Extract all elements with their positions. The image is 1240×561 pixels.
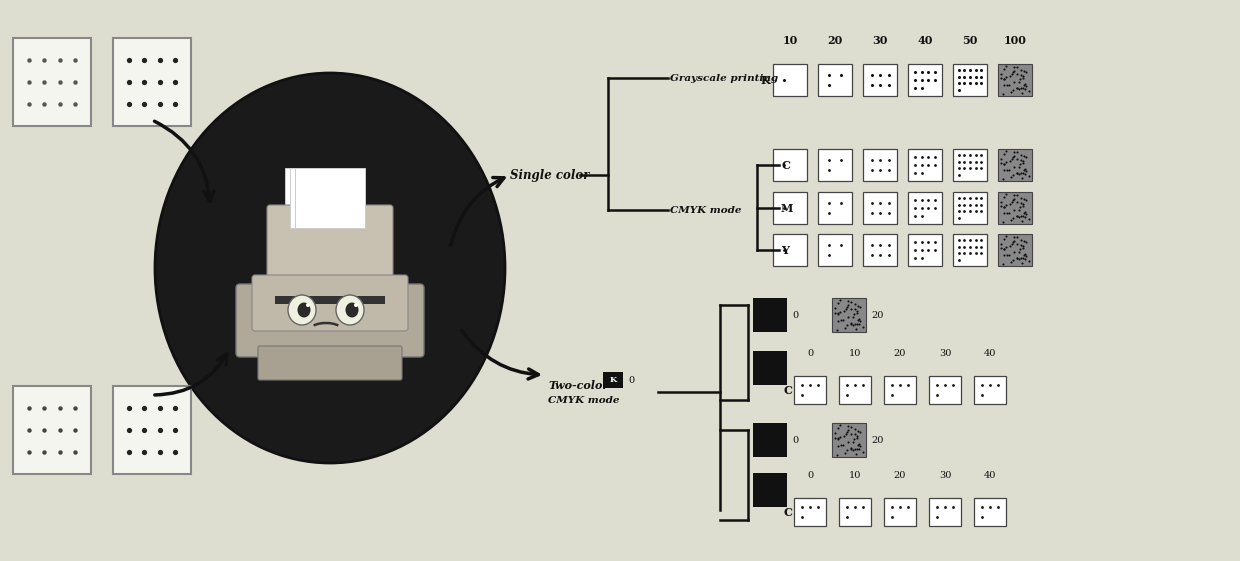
Bar <box>998 234 1032 266</box>
Bar <box>884 498 916 526</box>
FancyBboxPatch shape <box>258 346 402 380</box>
Text: Y: Y <box>781 245 789 255</box>
FancyBboxPatch shape <box>236 284 424 357</box>
Bar <box>12 38 91 126</box>
Text: 0: 0 <box>627 375 634 384</box>
Text: C: C <box>784 507 792 517</box>
Bar <box>818 192 852 224</box>
Ellipse shape <box>288 295 316 325</box>
Text: 0: 0 <box>807 348 813 357</box>
Text: 50: 50 <box>962 34 977 45</box>
Bar <box>839 498 870 526</box>
Bar <box>832 423 866 457</box>
Text: Single color: Single color <box>510 168 589 182</box>
Bar <box>818 64 852 96</box>
Bar <box>773 64 807 96</box>
Text: 40: 40 <box>918 34 932 45</box>
Text: CMYK mode: CMYK mode <box>670 205 742 214</box>
Bar <box>884 376 916 404</box>
Bar <box>794 498 826 526</box>
Bar <box>285 168 355 228</box>
Text: 10: 10 <box>782 34 797 45</box>
Text: 10: 10 <box>849 471 862 480</box>
Bar <box>753 351 787 385</box>
Text: 20: 20 <box>870 310 883 320</box>
Text: 20: 20 <box>827 34 843 45</box>
Bar <box>954 64 987 96</box>
Bar <box>863 64 897 96</box>
Bar <box>863 149 897 181</box>
Text: K: K <box>760 75 770 85</box>
Bar <box>753 473 787 507</box>
Bar <box>973 498 1006 526</box>
Bar <box>973 376 1006 404</box>
Ellipse shape <box>353 303 358 307</box>
Text: CMYK mode: CMYK mode <box>548 396 620 404</box>
Bar <box>863 192 897 224</box>
Text: 10: 10 <box>849 348 862 357</box>
Text: 20: 20 <box>894 471 906 480</box>
Text: 30: 30 <box>939 471 951 480</box>
Text: Grayscale printing: Grayscale printing <box>670 73 779 82</box>
Text: K: K <box>609 376 616 384</box>
Ellipse shape <box>298 302 310 318</box>
Bar <box>908 149 942 181</box>
Bar <box>753 298 787 332</box>
Bar <box>794 376 826 404</box>
Bar <box>753 423 787 457</box>
Bar <box>908 234 942 266</box>
Bar <box>954 234 987 266</box>
Bar <box>998 192 1032 224</box>
Text: 0: 0 <box>807 471 813 480</box>
FancyBboxPatch shape <box>267 205 393 291</box>
Bar <box>839 376 870 404</box>
Bar <box>12 386 91 474</box>
Bar <box>818 234 852 266</box>
Text: C: C <box>781 159 790 171</box>
Bar <box>998 149 1032 181</box>
Bar <box>773 149 807 181</box>
Text: 0: 0 <box>792 310 799 320</box>
Bar <box>832 298 866 332</box>
Ellipse shape <box>336 295 365 325</box>
Ellipse shape <box>346 302 358 318</box>
Bar <box>275 296 384 304</box>
Text: M: M <box>781 203 794 214</box>
Text: C: C <box>784 384 792 396</box>
Bar <box>954 149 987 181</box>
Text: 0: 0 <box>792 435 799 444</box>
Bar <box>113 38 191 126</box>
Text: 100: 100 <box>1003 34 1027 45</box>
Text: 30: 30 <box>939 348 951 357</box>
Bar <box>929 376 961 404</box>
Bar <box>773 192 807 224</box>
Text: 20: 20 <box>870 435 883 444</box>
Bar <box>603 372 622 388</box>
Bar <box>773 234 807 266</box>
Bar <box>908 64 942 96</box>
Text: 30: 30 <box>872 34 888 45</box>
Text: 40: 40 <box>983 471 996 480</box>
Bar <box>290 168 360 228</box>
Text: 20: 20 <box>894 348 906 357</box>
Bar <box>295 168 365 228</box>
FancyBboxPatch shape <box>252 275 408 331</box>
Bar <box>929 498 961 526</box>
Bar <box>954 192 987 224</box>
Text: 40: 40 <box>983 348 996 357</box>
Bar <box>818 149 852 181</box>
Ellipse shape <box>306 303 310 307</box>
Bar <box>998 64 1032 96</box>
Bar <box>908 192 942 224</box>
Bar <box>863 234 897 266</box>
Text: Two-color: Two-color <box>548 379 609 390</box>
Bar <box>113 386 191 474</box>
Ellipse shape <box>155 73 505 463</box>
